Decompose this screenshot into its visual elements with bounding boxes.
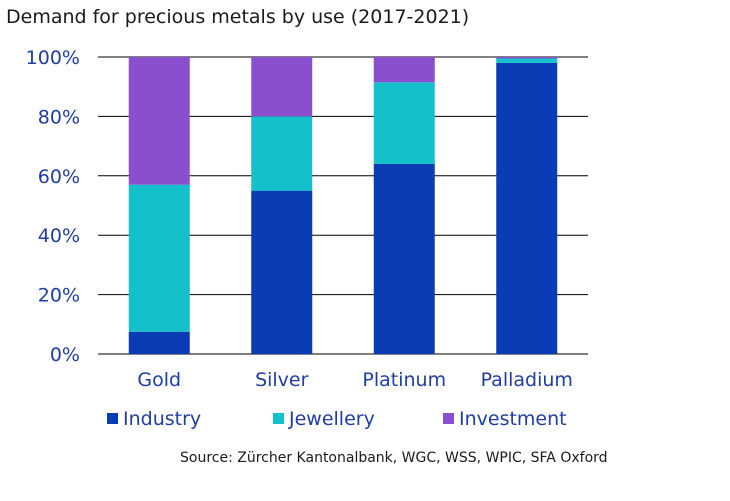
bar-jewellery-silver [251, 116, 313, 191]
bar-investment-gold [128, 57, 190, 185]
chart-title: Demand for precious metals by use (2017-… [6, 6, 470, 28]
source-note: Source: Zürcher Kantonalbank, WGC, WSS, … [180, 450, 608, 466]
bar-industry-silver [251, 190, 313, 354]
legend-label-jewellery: Jewellery [288, 408, 375, 430]
category-label: Silver [255, 369, 309, 391]
legend-swatch-investment [443, 413, 454, 424]
y-tick-label: 80% [38, 106, 80, 128]
bar-investment-platinum [373, 57, 435, 83]
bar-investment-palladium [496, 57, 558, 59]
bar-jewellery-palladium [496, 58, 558, 63]
category-labels: Gold Silver Platinum Palladium [137, 369, 573, 391]
legend-swatch-industry [107, 413, 118, 424]
legend-swatch-jewellery [273, 413, 284, 424]
y-tick-label: 0% [50, 344, 80, 366]
y-tick-label: 100% [26, 47, 80, 69]
bar-industry-gold [128, 331, 190, 354]
y-tick-label: 40% [38, 225, 80, 247]
category-label: Gold [137, 369, 181, 391]
legend-label-industry: Industry [123, 408, 201, 430]
legend: Industry Jewellery Investment [107, 408, 567, 430]
bar-jewellery-gold [128, 184, 190, 332]
bar-investment-silver [251, 57, 313, 117]
y-tick-label: 60% [38, 166, 80, 188]
bar-industry-platinum [373, 163, 435, 354]
bar-jewellery-platinum [373, 82, 435, 164]
category-label: Platinum [362, 369, 446, 391]
y-tick-labels: 0% 20% 40% 60% 80% 100% [26, 47, 80, 366]
bar-industry-palladium [496, 62, 558, 354]
legend-label-investment: Investment [459, 408, 567, 430]
y-tick-label: 20% [38, 285, 80, 307]
bars [128, 57, 558, 354]
category-label: Palladium [481, 369, 573, 391]
